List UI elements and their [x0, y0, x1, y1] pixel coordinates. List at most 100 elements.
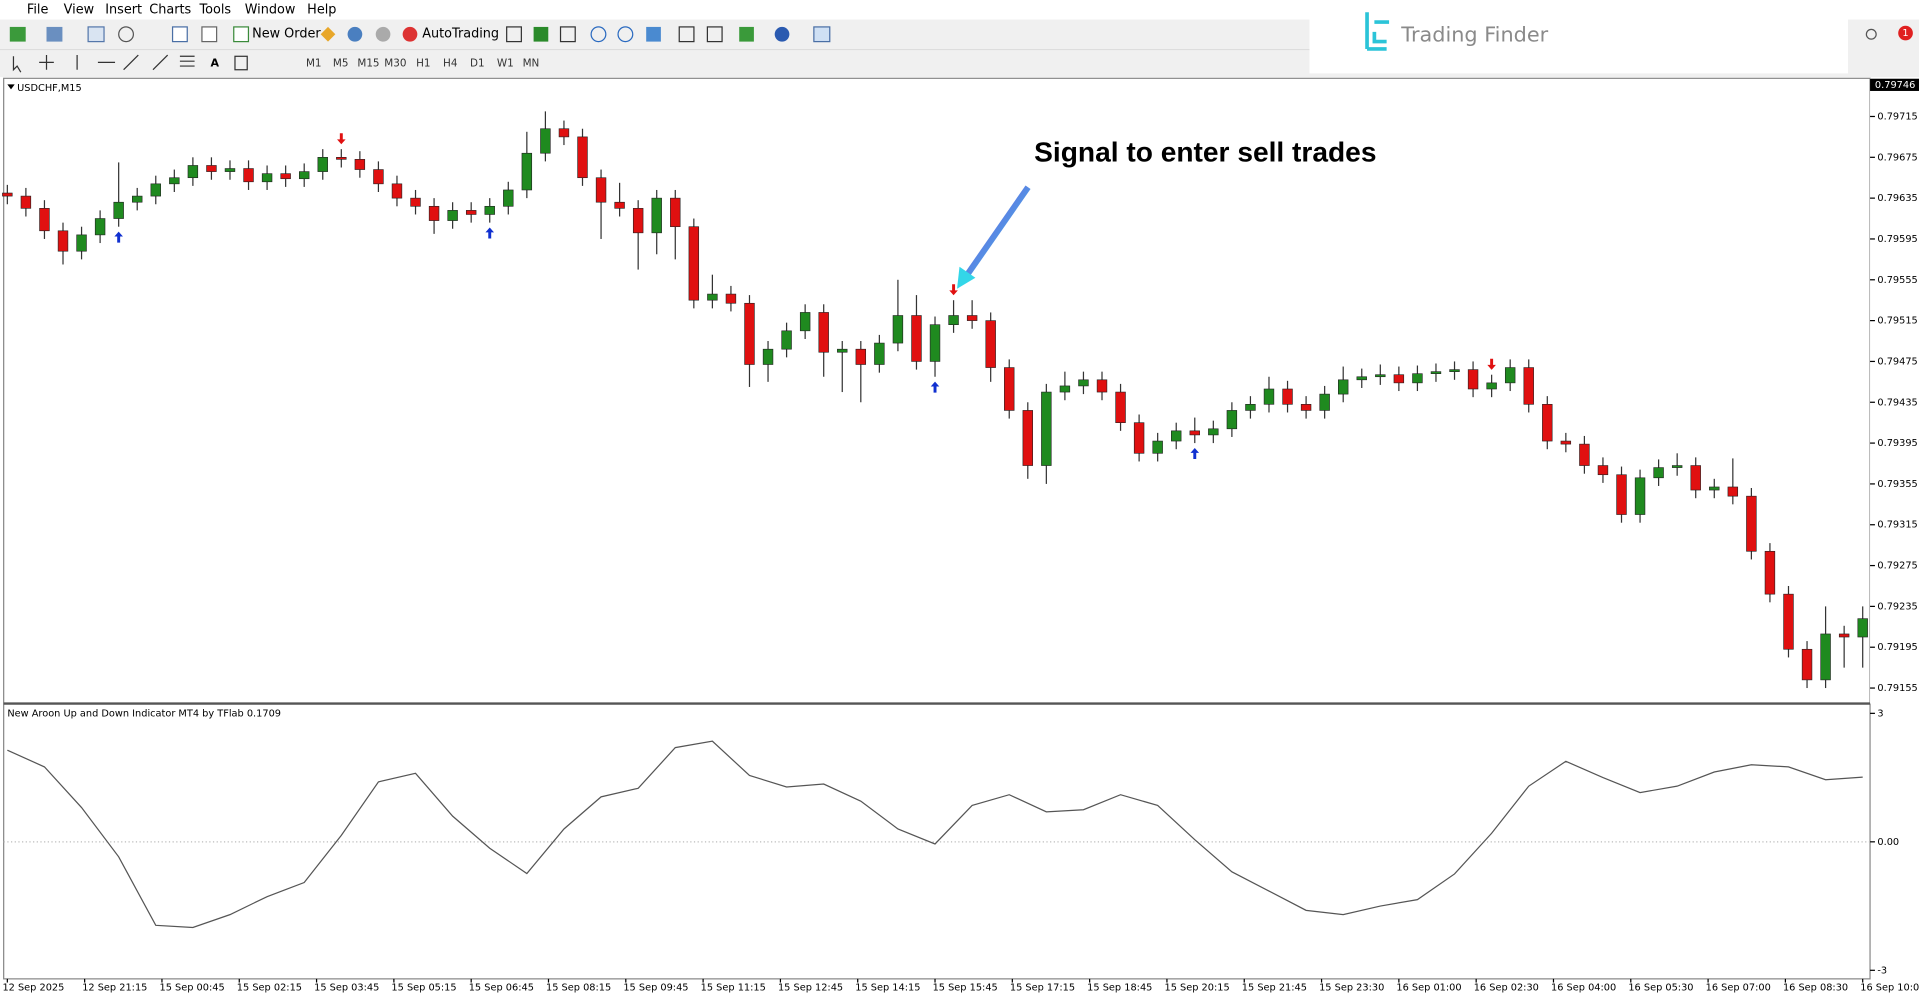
timeframe[interactable]: W1 — [497, 58, 514, 70]
icon[interactable] — [590, 26, 607, 43]
search-icon[interactable] — [1865, 28, 1877, 40]
icon[interactable] — [402, 26, 418, 42]
menu-item[interactable]: Window — [245, 2, 296, 17]
candle-body — [206, 165, 217, 172]
candle-body — [911, 315, 922, 362]
icon[interactable] — [347, 26, 363, 42]
x-tick-label: 16 Sep 05:30 — [1628, 982, 1693, 993]
candle-body — [1208, 428, 1219, 436]
timeframe[interactable]: H1 — [416, 58, 430, 70]
candle-body — [57, 230, 69, 252]
icon[interactable] — [179, 55, 195, 67]
candle-body — [1282, 388, 1293, 405]
current-price-label: 0.79746 — [1875, 80, 1915, 91]
candle-body — [1671, 465, 1683, 468]
candle-body — [577, 136, 588, 179]
icon[interactable] — [774, 26, 790, 42]
icon[interactable] — [739, 26, 754, 42]
candle-body — [837, 348, 848, 353]
icon[interactable] — [813, 26, 831, 43]
chart-menu-icon[interactable] — [7, 84, 15, 90]
notification-badge[interactable] — [1898, 25, 1913, 41]
icon[interactable] — [375, 26, 391, 42]
icon[interactable] — [506, 26, 522, 43]
timeframe[interactable]: MN — [523, 58, 540, 70]
icon[interactable] — [533, 26, 549, 42]
y-tick-label: 0.79395 — [1877, 438, 1917, 449]
candle-body — [447, 210, 458, 221]
candle-body — [2, 192, 13, 197]
icon[interactable] — [87, 26, 105, 43]
timeframe[interactable]: M1 — [306, 58, 322, 70]
timeframe[interactable]: M30 — [384, 58, 406, 70]
icon[interactable] — [46, 26, 63, 42]
icon[interactable] — [39, 55, 54, 70]
y-tick-label: 0.79555 — [1877, 275, 1917, 286]
candle-body — [1096, 379, 1108, 393]
icon[interactable] — [559, 26, 576, 43]
candle-body — [428, 205, 440, 221]
candle-body — [1820, 633, 1831, 681]
toolbar-icons: New Order AutoTrading A — [9, 26, 831, 73]
icon[interactable] — [76, 54, 169, 71]
icon[interactable] — [201, 26, 218, 43]
icon[interactable] — [9, 26, 26, 42]
menu-item[interactable]: Charts — [149, 2, 191, 17]
icon[interactable] — [678, 26, 695, 43]
sell-arrow — [1487, 358, 1496, 370]
candle-body — [966, 315, 978, 321]
x-tick-label: 15 Sep 00:45 — [160, 982, 225, 993]
x-tick-label: 16 Sep 01:00 — [1396, 982, 1461, 993]
candle-body — [20, 195, 32, 209]
icon[interactable] — [706, 26, 723, 43]
menu-item[interactable]: File — [27, 2, 49, 17]
candle-body — [948, 315, 959, 326]
timeframe[interactable]: H4 — [443, 58, 458, 70]
candle-body — [1356, 376, 1367, 381]
candle-body — [1041, 391, 1052, 466]
candle-body — [391, 183, 403, 199]
menu-item[interactable]: Help — [307, 2, 336, 17]
timeframe[interactable]: M5 — [333, 58, 349, 70]
buy-arrow — [485, 227, 495, 239]
candle-body — [1263, 388, 1275, 405]
icon[interactable] — [234, 55, 248, 71]
buy-arrow — [1190, 447, 1200, 459]
candle-body — [1597, 465, 1609, 476]
candle-body — [317, 157, 328, 172]
icon[interactable] — [233, 26, 250, 43]
timeframe[interactable]: D1 — [470, 58, 485, 70]
indicator-title: New Aroon Up and Down Indicator MT4 by T… — [7, 708, 281, 719]
new-order[interactable]: New Order — [252, 27, 321, 42]
auto-trading[interactable]: AutoTrading — [422, 27, 499, 42]
icon[interactable] — [646, 26, 661, 42]
candle-body — [94, 218, 106, 236]
candle-body — [1115, 391, 1126, 423]
candle-body — [725, 293, 737, 304]
y-tick-label: 0.79195 — [1877, 642, 1917, 653]
menu-item[interactable]: View — [64, 2, 94, 17]
candle-body — [1616, 474, 1627, 515]
candle-body — [762, 348, 774, 365]
candle-body — [985, 320, 996, 368]
x-tick-label: 15 Sep 18:45 — [1087, 982, 1152, 993]
icon[interactable] — [617, 26, 634, 43]
candle-body — [465, 210, 477, 215]
icon[interactable] — [12, 56, 22, 73]
candle-body — [113, 201, 124, 219]
y-tick-label: -3 — [1877, 965, 1887, 976]
y-tick-label: 0.00 — [1877, 837, 1899, 848]
timeframe[interactable]: M15 — [357, 58, 379, 70]
menu-item[interactable]: Tools — [198, 2, 231, 17]
candle-body — [187, 165, 199, 179]
candle-body — [1746, 495, 1757, 552]
icon[interactable] — [171, 26, 188, 43]
menu-item[interactable]: Insert — [105, 2, 142, 17]
y-tick-label: 0.79635 — [1877, 193, 1917, 204]
y-tick-label: 0.79515 — [1877, 316, 1917, 327]
icon[interactable] — [118, 26, 135, 43]
candle-body — [1542, 404, 1553, 442]
x-tick-label: 15 Sep 14:15 — [855, 982, 920, 993]
icon[interactable]: A — [211, 57, 220, 70]
candle-body — [1226, 410, 1238, 430]
